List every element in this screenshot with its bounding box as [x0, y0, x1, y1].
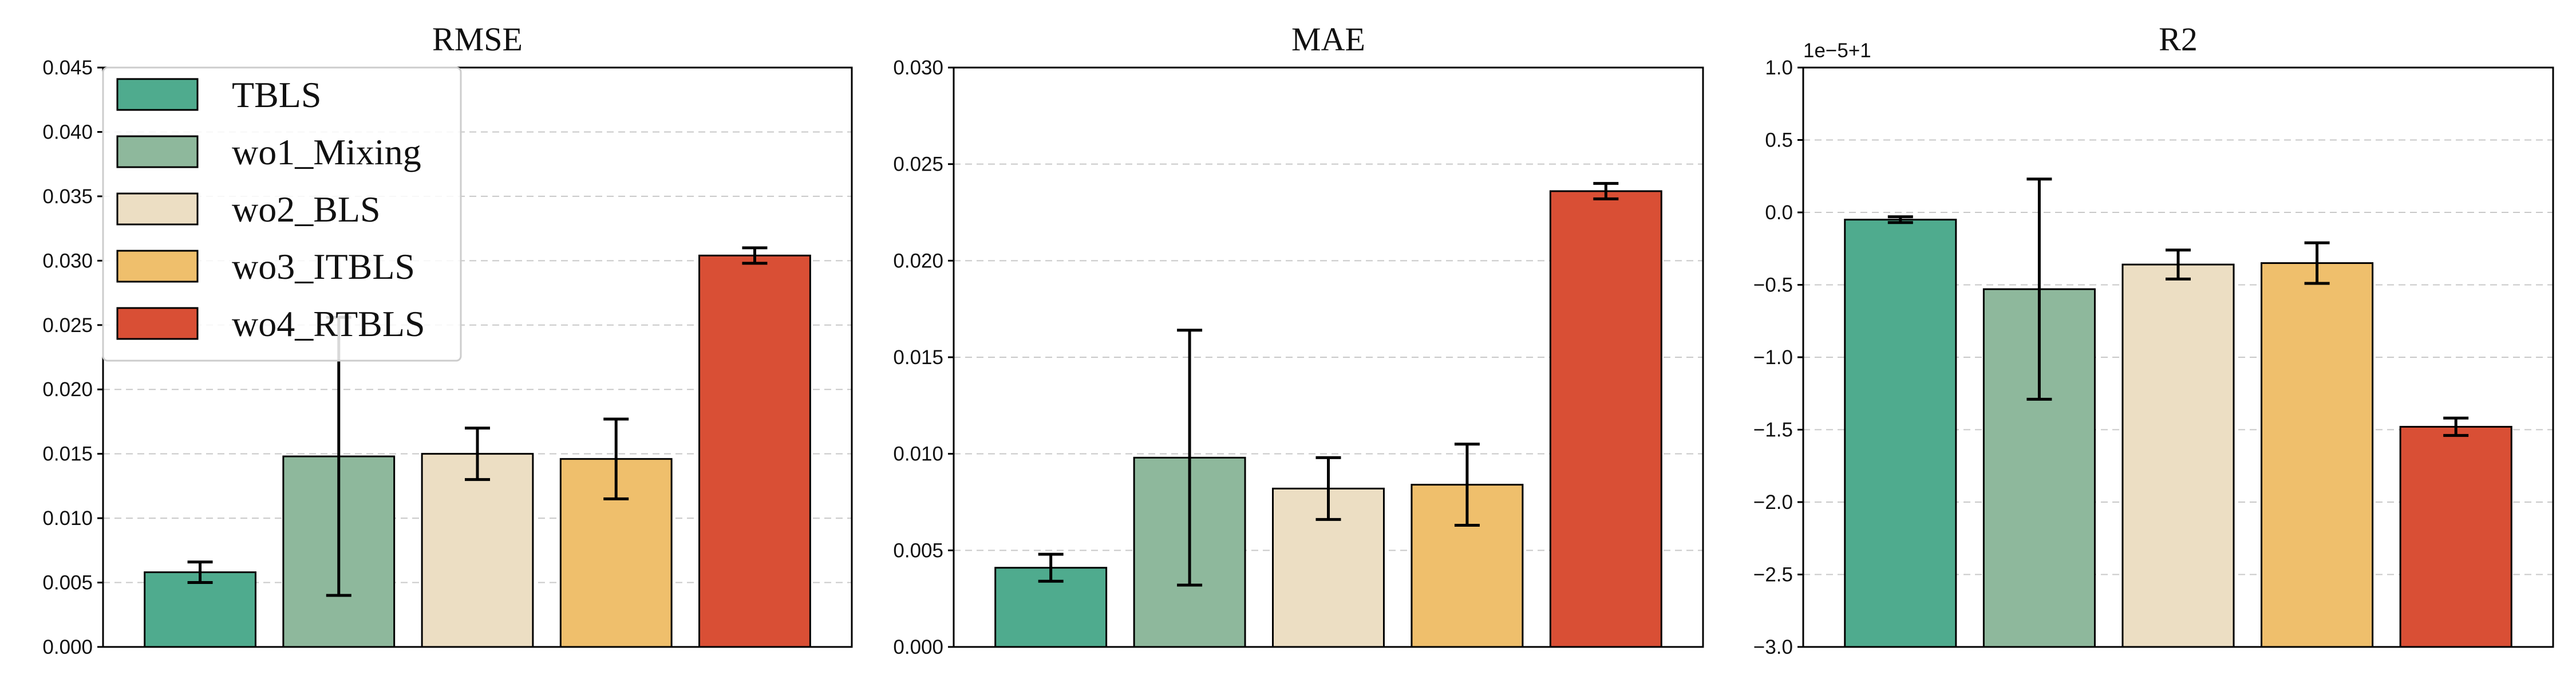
y-tick-label: −2.0: [1753, 491, 1793, 514]
bar-wo2-bls: [2121, 263, 2235, 648]
legend-label: TBLS: [232, 74, 321, 115]
bar-tbls: [1844, 219, 1957, 648]
legend-swatch: [116, 135, 199, 168]
y-tick-label: 0.005: [42, 572, 93, 594]
legend-label: wo2_BLS: [232, 189, 381, 230]
y-tick-label: 0.000: [893, 636, 943, 658]
y-tick-label: 0.015: [893, 346, 943, 369]
axis-offset-label: 1e−5+1: [1803, 40, 1871, 62]
y-tick-label: 0.035: [42, 185, 93, 208]
legend-swatch: [116, 307, 199, 340]
y-tick-label: 0.000: [42, 636, 93, 658]
y-tick-label: 0.020: [42, 378, 93, 401]
chart-title: R2: [2159, 21, 2198, 58]
bar-wo3-itbls: [2261, 262, 2374, 648]
legend-swatch: [116, 250, 199, 283]
bar-wo2-bls: [421, 453, 534, 648]
bar-tbls: [144, 571, 256, 648]
y-tick-label: 0.025: [893, 153, 943, 176]
y-tick-label: 0.030: [42, 250, 93, 272]
y-tick-label: −2.5: [1753, 564, 1793, 586]
chart-panel-rmse: 0.000 0.005 0.010 0.015 0.020 0.025 0.030 0.035…: [42, 21, 853, 658]
y-tick-label: −0.5: [1753, 274, 1793, 297]
y-tick-label: −1.5: [1753, 419, 1793, 441]
bar-wo4-rtbls: [1549, 190, 1662, 648]
y-tick-label: 0.005: [893, 539, 943, 562]
y-tick-label: 0.015: [42, 443, 93, 465]
y-tick-label: 0.030: [893, 57, 943, 79]
y-tick-label: 0.5: [1765, 129, 1793, 152]
legend-label: wo1_Mixing: [232, 132, 421, 172]
legend-swatch: [116, 192, 199, 226]
y-tick-label: −1.0: [1753, 346, 1793, 369]
y-tick-label: 0.010: [42, 507, 93, 530]
y-tick-label: 1.0: [1765, 57, 1793, 79]
chart-panel-r2: −3.0 −2.5 −2.0 −1.5 −1.0 −0.5 0.0 0.5 1.0 R2 1e−5+…: [1753, 21, 2554, 658]
legend-label: wo3_ITBLS: [232, 246, 415, 287]
legend-label: wo4_RTBLS: [232, 303, 425, 344]
bar-wo4-rtbls: [698, 254, 811, 648]
chart-title: RMSE: [432, 21, 523, 58]
y-tick-label: 0.045: [42, 57, 93, 79]
chart-panel-mae: 0.000 0.005 0.010 0.015 0.020 0.025 0.030 MAE: [893, 21, 1704, 658]
y-tick-label: 0.020: [893, 250, 943, 272]
legend: TBLS wo1_Mixing wo2_BLS wo3_ITBLS wo4_RTBLS: [102, 66, 462, 362]
y-tick-label: 0.025: [42, 314, 93, 337]
chart-title: MAE: [1291, 21, 1365, 58]
y-tick-label: 0.0: [1765, 202, 1793, 224]
y-tick-label: 0.040: [42, 121, 93, 143]
y-tick-label: 0.010: [893, 443, 943, 465]
bar-wo4-rtbls: [2399, 425, 2512, 648]
y-tick-label: −3.0: [1753, 636, 1793, 658]
legend-swatch: [116, 78, 199, 111]
